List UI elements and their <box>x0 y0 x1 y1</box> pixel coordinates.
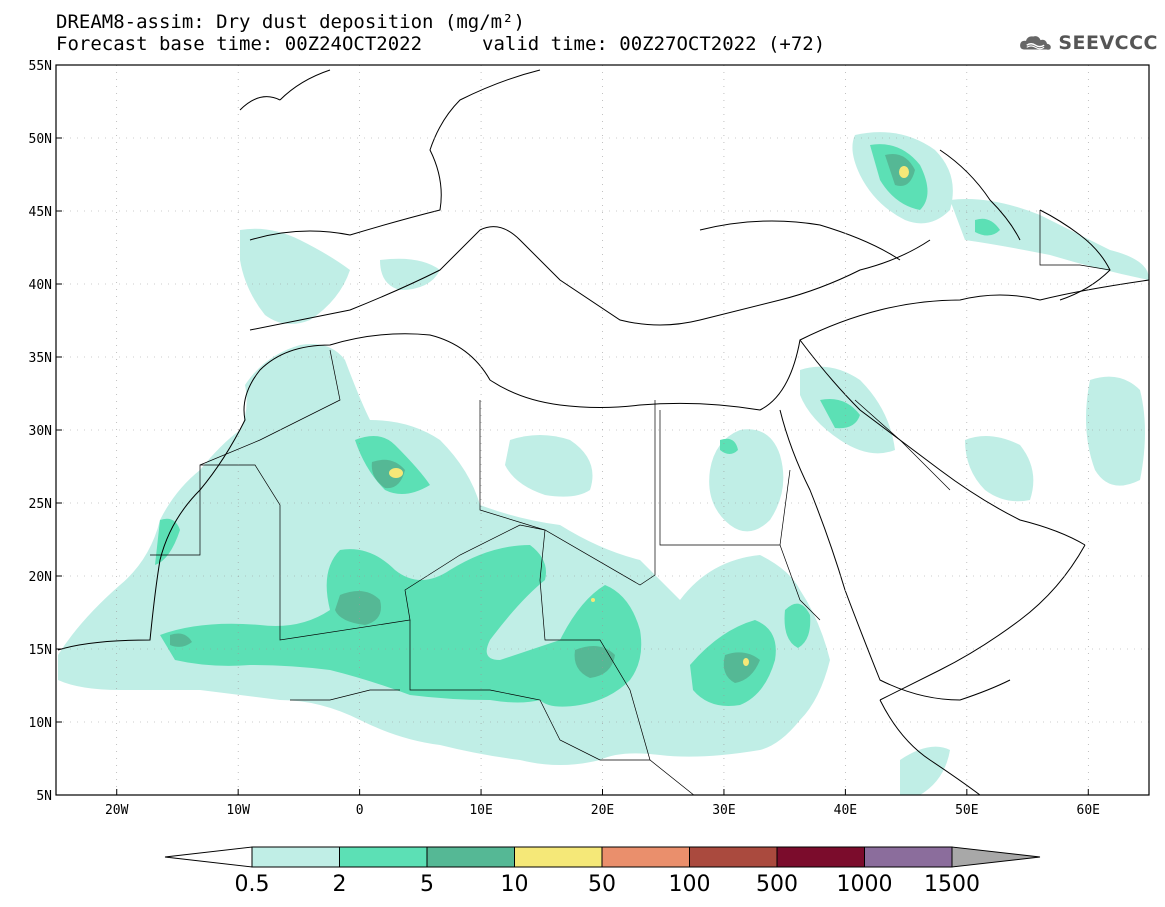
borders <box>150 210 1111 795</box>
lon-tick-label: 20E <box>591 803 614 818</box>
lon-tick-label: 50E <box>955 803 978 818</box>
lat-tick-label: 50N <box>29 132 52 147</box>
colorbar-swatch <box>426 846 515 868</box>
lat-tick-label: 55N <box>29 59 52 74</box>
lon-axis: 20W 10W 0 10E 20E 30E 40E 50E 60E <box>105 789 1100 818</box>
colorbar-label: 10 <box>501 872 529 897</box>
lat-tick-label: 5N <box>36 789 52 804</box>
lat-tick-label: 20N <box>29 570 52 585</box>
lat-tick-label: 45N <box>29 205 52 220</box>
lat-tick-label: 25N <box>29 497 52 512</box>
dust-field-dark <box>170 154 915 683</box>
map-title: DREAM8-assim: Dry dust deposition (mg/m²… <box>56 11 525 33</box>
coastlines <box>57 69 1149 795</box>
colorbar-swatch <box>514 846 603 868</box>
colorbar-label: 50 <box>588 872 616 897</box>
lon-tick-label: 30E <box>712 803 735 818</box>
lon-tick-label: 0 <box>356 803 364 818</box>
lon-tick-label: 10E <box>469 803 492 818</box>
lat-axis: 55N 50N 45N 40N 35N 30N 25N 20N 15N 10N 5N <box>29 59 62 804</box>
lon-tick-label: 20W <box>105 803 129 818</box>
colorbar-lower-arrow <box>164 846 253 868</box>
lon-tick-label: 40E <box>834 803 857 818</box>
seevccc-logo: SEEVCCC <box>1018 28 1158 58</box>
valid-time: valid time: 00Z27OCT2022 (+72) <box>482 33 826 55</box>
colorbar-swatch <box>339 846 428 868</box>
lat-tick-label: 30N <box>29 424 52 439</box>
colorbar-label: 1000 <box>837 872 893 897</box>
colorbar-swatch <box>601 846 690 868</box>
colorbar-label: 0.5 <box>235 872 270 897</box>
colorbar-label: 2 <box>333 872 347 897</box>
colorbar-swatch <box>864 846 953 868</box>
dust-field-high <box>389 166 909 666</box>
colorbar-label: 1500 <box>924 872 980 897</box>
colorbar-label: 100 <box>669 872 711 897</box>
colorbar-swatch <box>776 846 865 868</box>
colorbar-swatch <box>251 846 340 868</box>
colorbar-label: 500 <box>756 872 798 897</box>
lon-tick-label: 60E <box>1077 803 1100 818</box>
colorbar-label: 5 <box>420 872 434 897</box>
colorbar-swatch <box>689 846 778 868</box>
colorbar-upper-arrow <box>951 846 1041 868</box>
colorbar: 0.5 2 5 10 50 100 500 1000 1500 <box>164 846 1041 897</box>
cloud-icon <box>1020 36 1051 50</box>
lat-tick-label: 15N <box>29 643 52 658</box>
grid-lines <box>56 65 1149 795</box>
lat-tick-label: 35N <box>29 351 52 366</box>
lon-tick-label: 10W <box>226 803 250 818</box>
forecast-base-time: Forecast base time: 00Z24OCT2022 <box>56 33 423 55</box>
logo-text: SEEVCCC <box>1058 32 1158 54</box>
lat-tick-label: 10N <box>29 716 52 731</box>
lat-tick-label: 40N <box>29 278 52 293</box>
